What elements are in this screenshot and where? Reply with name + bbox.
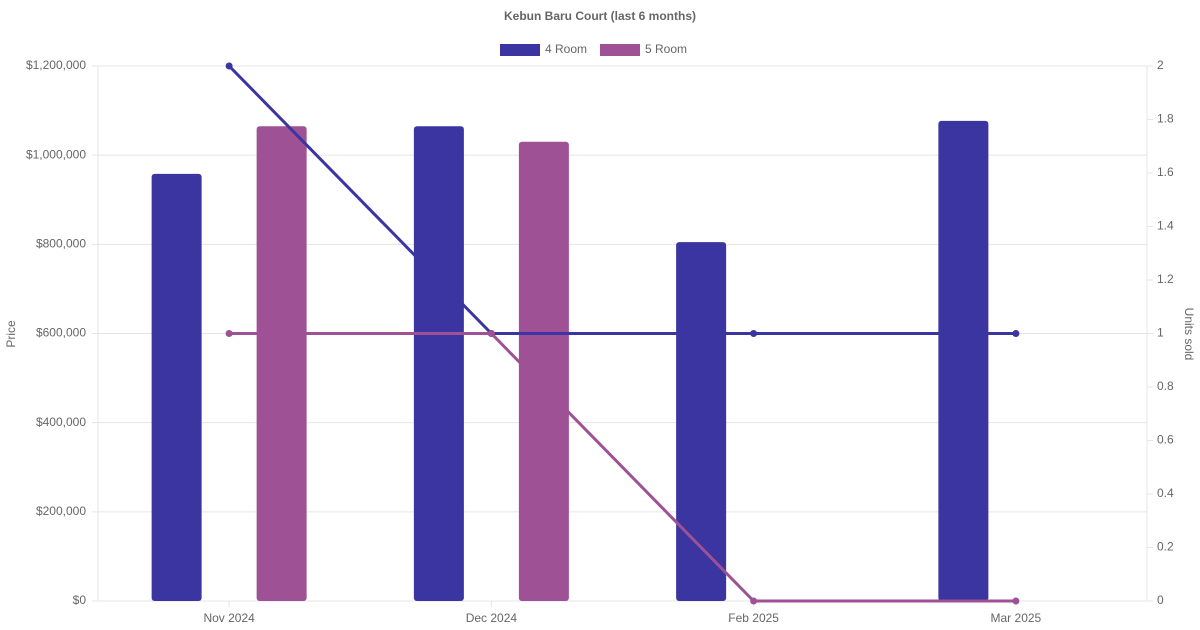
legend-label: 4 Room — [545, 42, 587, 56]
bar — [676, 242, 727, 601]
legend-label: 5 Room — [645, 42, 687, 56]
y2-tick-label: 0.2 — [1157, 540, 1174, 554]
point — [750, 597, 758, 605]
bar — [151, 173, 202, 601]
y2-tick-label: 1.6 — [1157, 165, 1174, 179]
point — [487, 330, 495, 337]
y-tick-label: $1,200,000 — [26, 58, 86, 72]
y-tick-label: $800,000 — [36, 237, 86, 251]
y2-tick-label: 0.6 — [1157, 433, 1174, 447]
point — [225, 62, 233, 70]
point — [225, 330, 233, 337]
bar — [256, 126, 307, 601]
chart-title: Kebun Baru Court (last 6 months) — [504, 9, 696, 23]
y2-tick-label: 1.2 — [1157, 272, 1174, 286]
y-tick-label: $400,000 — [36, 415, 86, 429]
y-tick-label: $1,000,000 — [26, 147, 86, 161]
line — [229, 332, 1016, 603]
point — [1012, 597, 1020, 605]
y-tick-label: $0 — [73, 593, 87, 607]
legend-swatch — [500, 44, 540, 56]
y2-axis-title: Units sold — [1182, 308, 1196, 361]
y2-tick-label: 0.4 — [1157, 486, 1174, 500]
y2-tick-label: 2 — [1157, 58, 1164, 72]
y2-tick-label: 0 — [1157, 593, 1164, 607]
legend-swatch — [600, 44, 640, 56]
y-tick-label: $200,000 — [36, 504, 86, 518]
x-tick-label: Dec 2024 — [466, 611, 518, 625]
bar — [518, 141, 569, 601]
x-tick-label: Mar 2025 — [991, 611, 1042, 625]
line — [228, 64, 1016, 335]
y2-tick-label: 1 — [1157, 326, 1164, 340]
y2-tick-label: 1.8 — [1157, 112, 1174, 126]
y2-tick-label: 1.4 — [1157, 219, 1174, 233]
y-tick-label: $600,000 — [36, 326, 86, 340]
bar — [413, 126, 464, 601]
y2-tick-label: 0.8 — [1157, 379, 1174, 393]
x-tick-label: Nov 2024 — [203, 611, 255, 625]
point — [750, 330, 758, 337]
point — [1012, 330, 1020, 337]
y-axis-title: Price — [4, 320, 18, 348]
x-tick-label: Feb 2025 — [728, 611, 779, 625]
bar — [938, 120, 989, 602]
